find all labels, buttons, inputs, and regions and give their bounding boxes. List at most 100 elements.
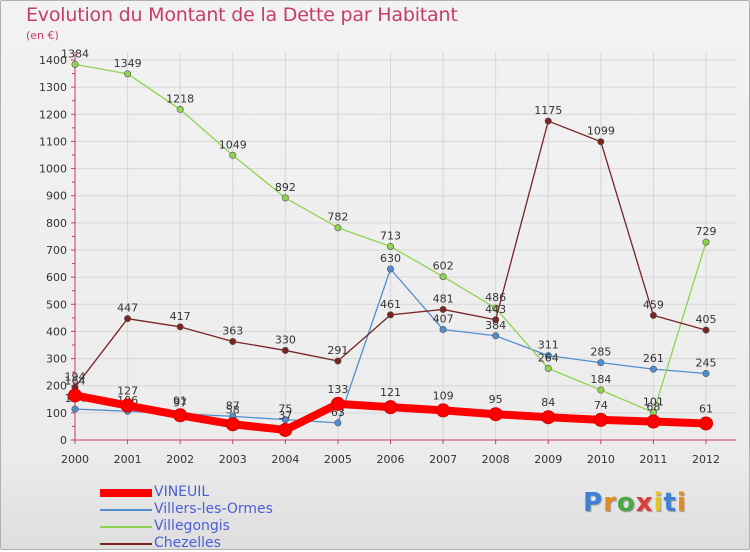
y-tick-label: 500 bbox=[46, 298, 67, 311]
data-point bbox=[334, 357, 342, 365]
data-point bbox=[488, 407, 503, 422]
data-label: 459 bbox=[643, 298, 664, 311]
data-label: 384 bbox=[485, 319, 506, 332]
chart-unit: (en €) bbox=[26, 29, 59, 42]
x-tick-label: 2010 bbox=[587, 453, 615, 466]
data-point bbox=[544, 364, 552, 372]
data-label: 291 bbox=[327, 344, 348, 357]
data-label: 417 bbox=[170, 310, 191, 323]
data-point bbox=[124, 315, 132, 323]
logo-letter: x bbox=[635, 488, 654, 518]
y-tick-label: 100 bbox=[46, 407, 67, 420]
y-tick-label: 800 bbox=[46, 217, 67, 230]
logo-letter: i bbox=[653, 488, 664, 518]
logo-letter: i bbox=[676, 488, 687, 518]
data-label: 782 bbox=[327, 211, 348, 224]
data-point bbox=[593, 412, 608, 427]
data-point bbox=[386, 242, 394, 250]
data-label: 97 bbox=[173, 397, 187, 410]
data-point bbox=[492, 332, 500, 340]
data-point bbox=[439, 326, 447, 334]
y-tick-label: 1300 bbox=[39, 81, 67, 94]
logo-letter: o bbox=[616, 488, 636, 518]
data-point bbox=[597, 359, 605, 367]
data-point bbox=[702, 369, 710, 377]
data-label: 1384 bbox=[61, 47, 89, 60]
data-label: 285 bbox=[590, 346, 611, 359]
data-label: 164 bbox=[65, 374, 86, 387]
x-tick-label: 2012 bbox=[692, 453, 720, 466]
data-point bbox=[225, 417, 240, 432]
data-label: 95 bbox=[489, 393, 503, 406]
data-label: 61 bbox=[699, 402, 713, 415]
x-tick-label: 2005 bbox=[324, 453, 352, 466]
data-point bbox=[120, 398, 135, 413]
data-label: 68 bbox=[646, 401, 660, 414]
data-label: 261 bbox=[643, 352, 664, 365]
data-label: 330 bbox=[275, 333, 296, 346]
data-point bbox=[71, 60, 79, 68]
data-label: 74 bbox=[594, 399, 608, 412]
x-tick-label: 2007 bbox=[429, 453, 457, 466]
y-tick-label: 200 bbox=[46, 380, 67, 393]
data-label: 1049 bbox=[219, 138, 247, 151]
data-label: 87 bbox=[226, 399, 240, 412]
logo-letter: P bbox=[583, 488, 604, 518]
data-point bbox=[436, 403, 451, 418]
data-point bbox=[330, 396, 345, 411]
data-label: 630 bbox=[380, 252, 401, 265]
data-point bbox=[71, 405, 79, 413]
data-point bbox=[699, 416, 713, 431]
data-point bbox=[68, 388, 82, 403]
data-point bbox=[649, 311, 657, 319]
data-point bbox=[176, 323, 184, 331]
logo-letter: t bbox=[663, 488, 677, 518]
data-point bbox=[229, 151, 237, 159]
data-label: 443 bbox=[485, 303, 506, 316]
y-tick-label: 400 bbox=[46, 325, 67, 338]
proxiti-logo: Proxiti bbox=[583, 488, 687, 518]
data-point bbox=[278, 422, 293, 437]
data-label: 75 bbox=[278, 403, 292, 416]
y-tick-label: 600 bbox=[46, 271, 67, 284]
y-tick-label: 0 bbox=[60, 434, 67, 447]
data-point bbox=[334, 419, 342, 427]
data-label: 447 bbox=[117, 302, 138, 315]
x-tick-label: 2003 bbox=[219, 453, 247, 466]
data-label: 84 bbox=[541, 396, 555, 409]
data-label: 407 bbox=[433, 313, 454, 326]
legend-swatch bbox=[100, 508, 152, 511]
data-label: 892 bbox=[275, 181, 296, 194]
data-label: 713 bbox=[380, 229, 401, 242]
y-tick-label: 1400 bbox=[39, 54, 67, 67]
data-label: 1218 bbox=[166, 92, 194, 105]
legend-label: Villers-les-Ormes bbox=[154, 501, 273, 517]
x-tick-label: 2000 bbox=[61, 453, 89, 466]
data-label: 481 bbox=[433, 292, 454, 305]
y-tick-label: 700 bbox=[46, 244, 67, 257]
x-tick-label: 2001 bbox=[114, 453, 142, 466]
data-point bbox=[386, 311, 394, 319]
data-point bbox=[702, 326, 710, 334]
data-point bbox=[386, 265, 394, 273]
data-label: 1175 bbox=[534, 104, 562, 117]
data-label: 264 bbox=[538, 351, 559, 364]
data-point bbox=[492, 316, 500, 324]
data-point bbox=[281, 194, 289, 202]
legend-swatch bbox=[100, 542, 152, 545]
data-label: 405 bbox=[696, 313, 717, 326]
data-point bbox=[597, 138, 605, 146]
data-label: 1349 bbox=[114, 57, 142, 70]
y-tick-label: 1100 bbox=[39, 135, 67, 148]
data-point bbox=[544, 117, 552, 125]
data-point bbox=[439, 305, 447, 313]
data-label: 101 bbox=[643, 396, 664, 409]
data-label: 245 bbox=[696, 357, 717, 370]
x-tick-label: 2009 bbox=[534, 453, 562, 466]
data-label: 58 bbox=[226, 403, 240, 416]
x-tick-label: 2004 bbox=[271, 453, 299, 466]
data-point bbox=[649, 365, 657, 373]
data-label: 127 bbox=[117, 385, 138, 398]
data-point bbox=[229, 337, 237, 345]
